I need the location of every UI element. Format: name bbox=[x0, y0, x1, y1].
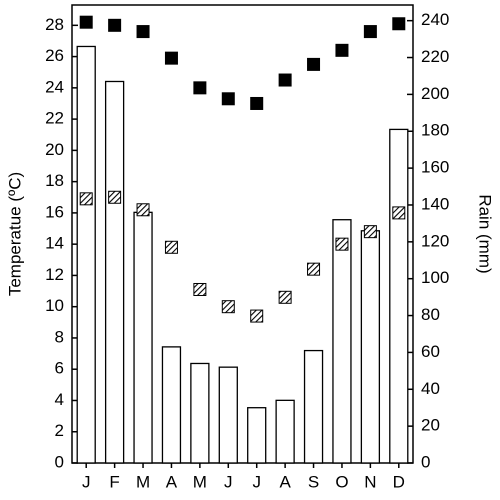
y-tick-label: 22 bbox=[45, 109, 64, 128]
y2-tick-label: 180 bbox=[421, 121, 449, 140]
y-tick-label: 6 bbox=[55, 359, 64, 378]
bar bbox=[389, 128, 409, 464]
marker bbox=[278, 73, 292, 87]
marker bbox=[250, 96, 264, 110]
marker bbox=[392, 206, 406, 220]
y-tick-label: 10 bbox=[45, 296, 64, 315]
x-tick-label: S bbox=[308, 472, 319, 491]
marker bbox=[307, 262, 321, 276]
y-tick-label: 14 bbox=[45, 234, 64, 253]
bar bbox=[133, 211, 153, 464]
marker bbox=[221, 300, 235, 314]
y2-tick-label: 200 bbox=[421, 84, 449, 103]
y2-tick-label: 0 bbox=[421, 452, 430, 471]
y2-tick-label: 60 bbox=[421, 342, 440, 361]
plot-frame bbox=[71, 4, 414, 464]
marker bbox=[136, 203, 150, 217]
y-tick-label: 28 bbox=[45, 15, 64, 34]
marker bbox=[307, 57, 321, 71]
y-tick-label: 4 bbox=[55, 390, 64, 409]
y2-tick-label: 100 bbox=[421, 268, 449, 287]
bar bbox=[104, 80, 125, 464]
marker bbox=[278, 290, 292, 304]
y-tick-label: 18 bbox=[45, 171, 64, 190]
bar bbox=[76, 45, 96, 464]
marker bbox=[136, 25, 150, 39]
y-axis-title: Temperatue (ºC) bbox=[5, 172, 24, 296]
y-tick-label: 26 bbox=[45, 46, 64, 65]
x-tick-label: J bbox=[82, 472, 91, 491]
marker bbox=[335, 43, 349, 57]
x-tick-label: A bbox=[166, 472, 178, 491]
y2-tick-label: 80 bbox=[421, 305, 440, 324]
marker bbox=[164, 240, 178, 254]
x-tick-label: M bbox=[136, 472, 150, 491]
bar bbox=[218, 366, 238, 464]
x-tick-label: A bbox=[279, 472, 291, 491]
marker bbox=[108, 190, 122, 204]
x-tick-label: M bbox=[193, 472, 207, 491]
y-tick-label: 20 bbox=[45, 140, 64, 159]
bar bbox=[303, 349, 324, 464]
y2-tick-label: 220 bbox=[421, 47, 449, 66]
x-tick-label: O bbox=[335, 472, 348, 491]
bar bbox=[161, 346, 182, 464]
y2-tick-label: 160 bbox=[421, 158, 449, 177]
y2-tick-label: 120 bbox=[421, 231, 449, 250]
marker bbox=[108, 18, 122, 32]
y-tick-label: 16 bbox=[45, 202, 64, 221]
y2-tick-label: 40 bbox=[421, 379, 440, 398]
y2-tick-label: 20 bbox=[421, 416, 440, 435]
x-tick-label: F bbox=[109, 472, 119, 491]
bar bbox=[247, 407, 267, 464]
marker bbox=[221, 92, 235, 106]
bar bbox=[332, 219, 352, 464]
y-tick-label: 2 bbox=[55, 421, 64, 440]
y2-axis-title: Rain (mm) bbox=[476, 194, 495, 273]
x-tick-label: D bbox=[393, 472, 405, 491]
marker bbox=[193, 282, 207, 296]
bar bbox=[275, 399, 295, 464]
x-tick-label: J bbox=[252, 472, 261, 491]
y2-tick-label: 240 bbox=[421, 10, 449, 29]
bar bbox=[190, 362, 210, 464]
marker bbox=[392, 17, 406, 31]
marker bbox=[335, 237, 349, 251]
marker bbox=[363, 25, 377, 39]
y-tick-label: 24 bbox=[45, 77, 64, 96]
marker bbox=[164, 51, 178, 65]
marker bbox=[193, 81, 207, 95]
marker bbox=[250, 309, 264, 323]
y2-tick-label: 140 bbox=[421, 194, 449, 213]
marker bbox=[79, 192, 93, 206]
y-tick-label: 8 bbox=[55, 327, 64, 346]
marker bbox=[79, 15, 93, 29]
x-tick-label: J bbox=[224, 472, 233, 491]
bar bbox=[360, 230, 381, 464]
y-tick-label: 0 bbox=[55, 452, 64, 471]
x-tick-label: N bbox=[364, 472, 376, 491]
y-tick-label: 12 bbox=[45, 265, 64, 284]
marker bbox=[363, 225, 377, 239]
